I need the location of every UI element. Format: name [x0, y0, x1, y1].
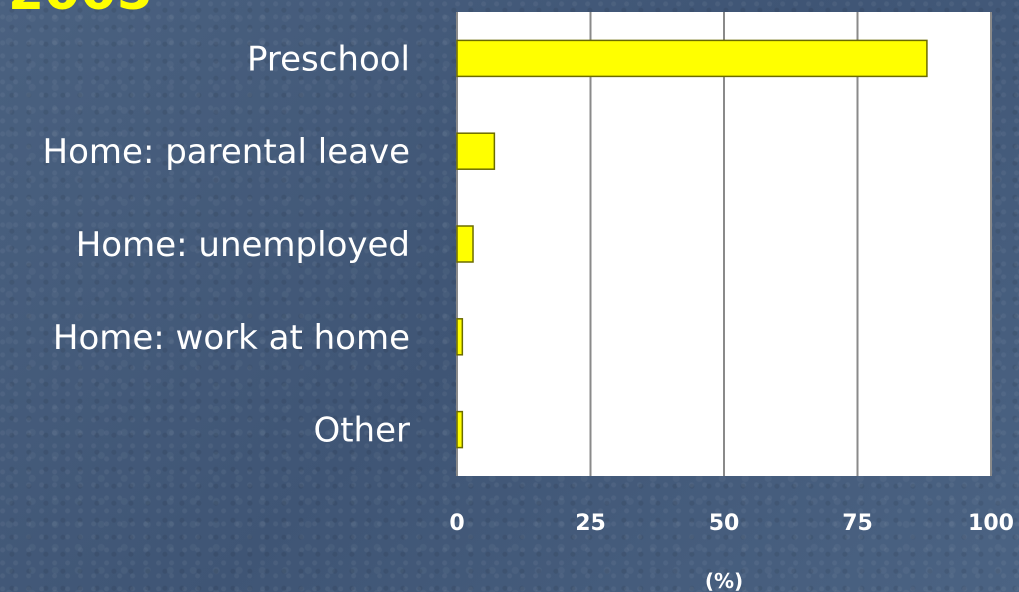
bar — [456, 225, 474, 263]
x-tick-labels: 0 25 50 75 100 — [449, 511, 1014, 536]
bar — [456, 39, 928, 78]
bar — [456, 318, 464, 356]
category-labels: Preschool Home: parental leave Home: unemp… — [43, 39, 410, 450]
slide-title: 2005 — [8, 0, 153, 22]
x-axis-label: (%) — [705, 569, 743, 592]
x-tick-label: 0 — [449, 511, 464, 536]
bar — [456, 410, 464, 449]
category-label: Home: parental leave — [43, 132, 410, 172]
category-label: Home: unemployed — [76, 225, 410, 265]
category-label: Other — [313, 411, 410, 451]
x-tick-label: 100 — [968, 511, 1014, 536]
category-label: Preschool — [247, 39, 410, 79]
x-tick-label: 25 — [575, 511, 606, 536]
bars — [456, 39, 928, 449]
x-tick-label: 75 — [842, 511, 873, 536]
x-tick-label: 50 — [709, 511, 740, 536]
category-label: Home: work at home — [53, 318, 410, 358]
bar — [456, 132, 496, 170]
